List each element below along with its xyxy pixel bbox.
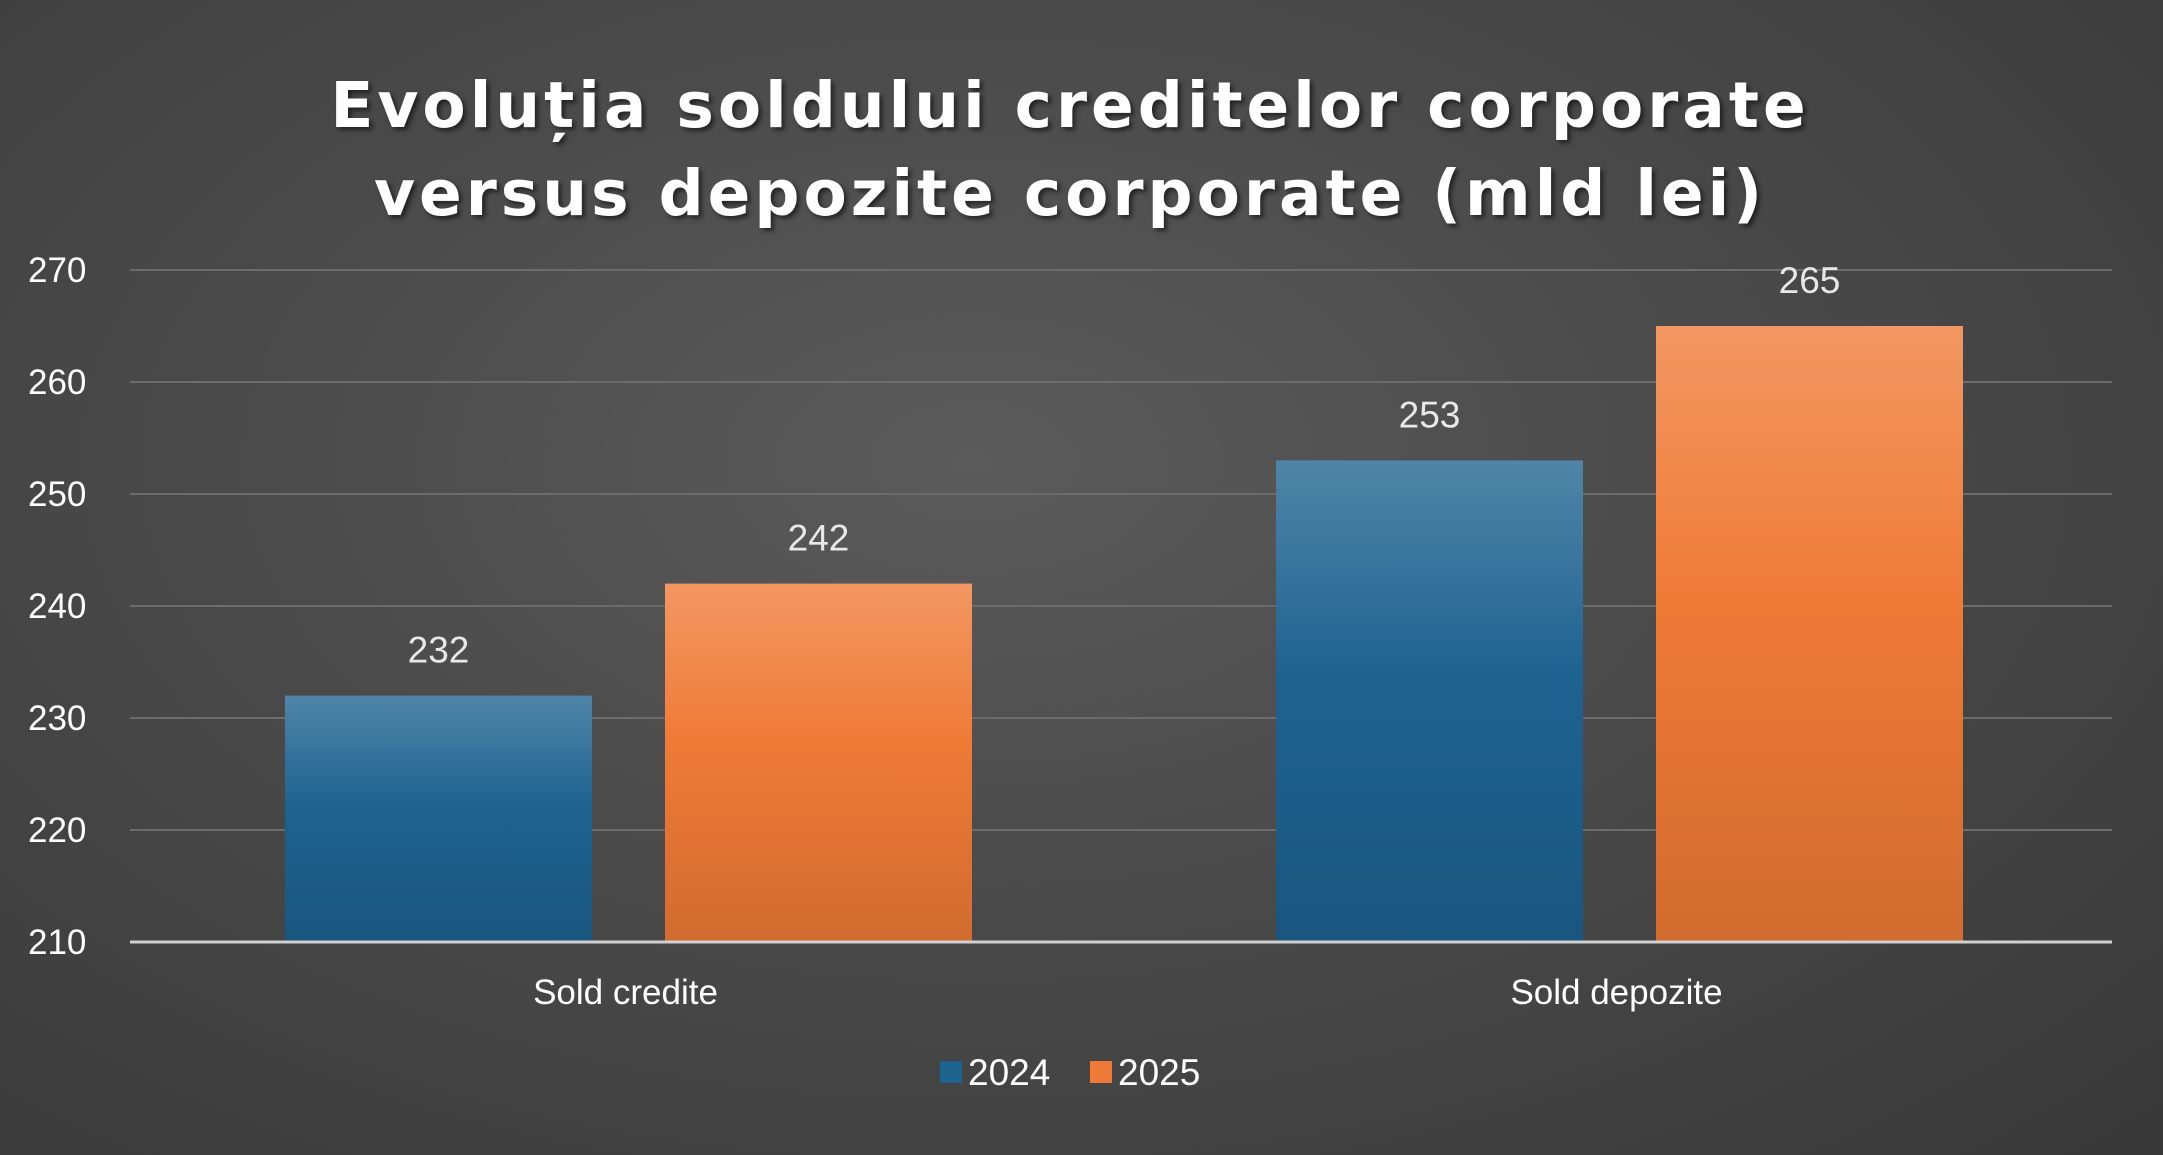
legend-swatch	[940, 1061, 962, 1083]
y-tick-label: 230	[28, 699, 86, 738]
y-tick-label: 240	[28, 587, 86, 626]
bar-2024-0	[285, 695, 592, 942]
y-tick-label: 250	[28, 475, 86, 514]
data-label: 265	[1779, 260, 1841, 301]
labels: 210 220 230 240 250 260 270 232 242 Sold credite 2…	[28, 251, 1840, 1012]
legend-label: 2024	[968, 1052, 1050, 1093]
y-tick-label: 270	[28, 251, 86, 290]
bar-2025-1	[1656, 326, 1963, 942]
x-category-label: Sold credite	[533, 973, 718, 1012]
data-label: 253	[1399, 394, 1461, 435]
legend-label: 2025	[1118, 1052, 1200, 1093]
y-tick-label: 260	[28, 363, 86, 402]
y-tick-label: 220	[28, 811, 86, 850]
legend-swatch	[1090, 1061, 1112, 1083]
data-label: 232	[408, 630, 470, 671]
bar-2024-1	[1276, 460, 1583, 942]
y-tick-label: 210	[28, 923, 86, 962]
x-category-label: Sold depozite	[1510, 973, 1722, 1012]
bar-2025-0	[665, 583, 972, 942]
bars	[285, 326, 1963, 942]
chart-title: Evoluția soldului creditelor corporate v…	[330, 69, 1810, 230]
legend: 2024 2025	[940, 1052, 1200, 1093]
data-label: 242	[788, 518, 850, 559]
